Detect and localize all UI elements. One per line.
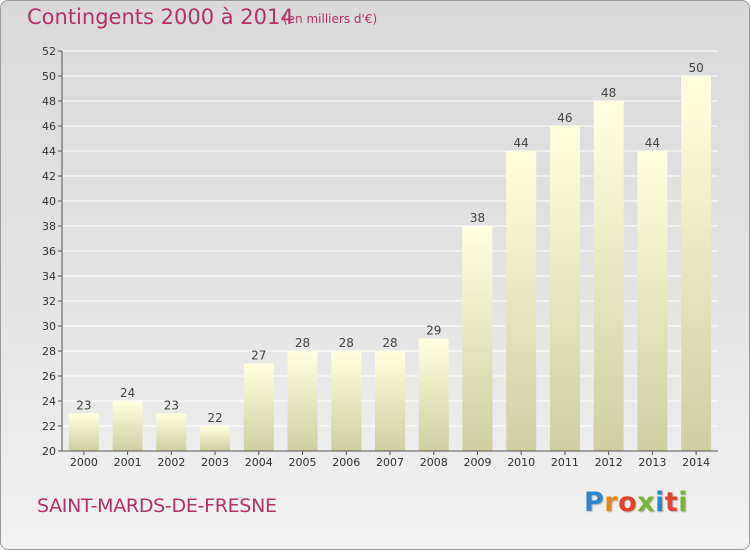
x-tick-label: 2005 — [289, 456, 317, 469]
y-tick-label: 40 — [42, 195, 56, 208]
bar-2003 — [200, 426, 231, 451]
data-label-2010: 44 — [514, 136, 529, 150]
y-axis: 20 22 24 26 28 30 32 34 36 38 40 42 44 46 48 50 52 — [42, 45, 63, 458]
y-tick-label: 42 — [42, 170, 56, 183]
y-tick-label: 46 — [42, 120, 56, 133]
y-tick-label: 52 — [42, 45, 56, 58]
logo-letter: x — [637, 487, 656, 518]
logo-letter: t — [664, 487, 679, 518]
x-tick-label: 2014 — [682, 456, 710, 469]
logo-letter: i — [655, 487, 665, 518]
x-tick-label: 2001 — [114, 456, 142, 469]
x-tick-label: 2013 — [638, 456, 666, 469]
bar-2013 — [637, 151, 668, 451]
data-label-2005: 28 — [295, 336, 310, 350]
chart-title: Contingents 2000 à 2014 — [27, 5, 294, 29]
bar-2001 — [112, 401, 143, 451]
x-axis: 2000 2001 2002 2003 2004 2005 2006 2007 2008 2009… — [62, 450, 718, 469]
place-name: SAINT-MARDS-DE-FRESNE — [37, 495, 277, 517]
bar-2009 — [462, 226, 493, 451]
bar-2004 — [243, 363, 274, 451]
bar-2006 — [331, 351, 362, 451]
data-label-2003: 22 — [207, 411, 222, 425]
bar-2000 — [68, 413, 99, 451]
bar-2010 — [506, 151, 537, 451]
data-label-2006: 28 — [339, 336, 354, 350]
data-label-2007: 28 — [382, 336, 397, 350]
data-labels: 23 24 23 22 27 28 28 28 29 38 44 46 48 44 50 — [76, 61, 704, 425]
logo-letter: i — [678, 487, 689, 518]
logo-letter: o — [618, 487, 638, 518]
y-tick-label: 24 — [42, 395, 56, 408]
data-label-2004: 27 — [251, 349, 266, 363]
y-tick-label: 22 — [42, 420, 56, 433]
bar-2012 — [593, 101, 624, 451]
x-tick-label: 2007 — [376, 456, 404, 469]
y-tick-label: 50 — [42, 70, 56, 83]
x-tick-label: 2012 — [595, 456, 623, 469]
data-label-2013: 44 — [645, 136, 660, 150]
x-tick-label: 2000 — [70, 456, 98, 469]
y-tick-label: 20 — [42, 445, 56, 458]
bar-2005 — [287, 351, 318, 451]
y-tick-label: 38 — [42, 220, 56, 233]
x-tick-label: 2006 — [332, 456, 360, 469]
y-tick-label: 36 — [42, 245, 56, 258]
bar-2008 — [418, 338, 449, 451]
data-label-2014: 50 — [688, 61, 703, 75]
x-tick-label: 2009 — [463, 456, 491, 469]
data-label-2000: 23 — [76, 399, 91, 413]
logo-letter: r — [604, 487, 619, 518]
x-tick-label: 2002 — [157, 456, 185, 469]
proxiti-logo: Proxiti — [584, 487, 688, 518]
bar-2014 — [681, 76, 712, 451]
bar-2007 — [375, 351, 405, 451]
y-tick-label: 48 — [42, 95, 56, 108]
data-label-2002: 23 — [164, 399, 179, 413]
bar-2011 — [549, 126, 580, 451]
x-tick-label: 2010 — [507, 456, 535, 469]
y-tick-label: 26 — [42, 370, 56, 383]
bars — [68, 76, 712, 451]
bar-2002 — [156, 413, 187, 451]
logo-letter: P — [584, 487, 605, 518]
data-label-2012: 48 — [601, 86, 616, 100]
data-label-2011: 46 — [557, 111, 572, 125]
y-tick-label: 44 — [42, 145, 56, 158]
y-tick-label: 34 — [42, 270, 56, 283]
y-tick-label: 30 — [42, 320, 56, 333]
x-tick-label: 2011 — [551, 456, 579, 469]
y-tick-label: 32 — [42, 295, 56, 308]
x-tick-label: 2008 — [420, 456, 448, 469]
data-label-2009: 38 — [470, 211, 485, 225]
data-label-2001: 24 — [120, 386, 135, 400]
chart-subtitle: (en milliers d'€) — [283, 12, 378, 26]
y-tick-label: 28 — [42, 345, 56, 358]
x-tick-label: 2004 — [245, 456, 273, 469]
data-label-2008: 29 — [426, 324, 441, 338]
x-tick-label: 2003 — [201, 456, 229, 469]
